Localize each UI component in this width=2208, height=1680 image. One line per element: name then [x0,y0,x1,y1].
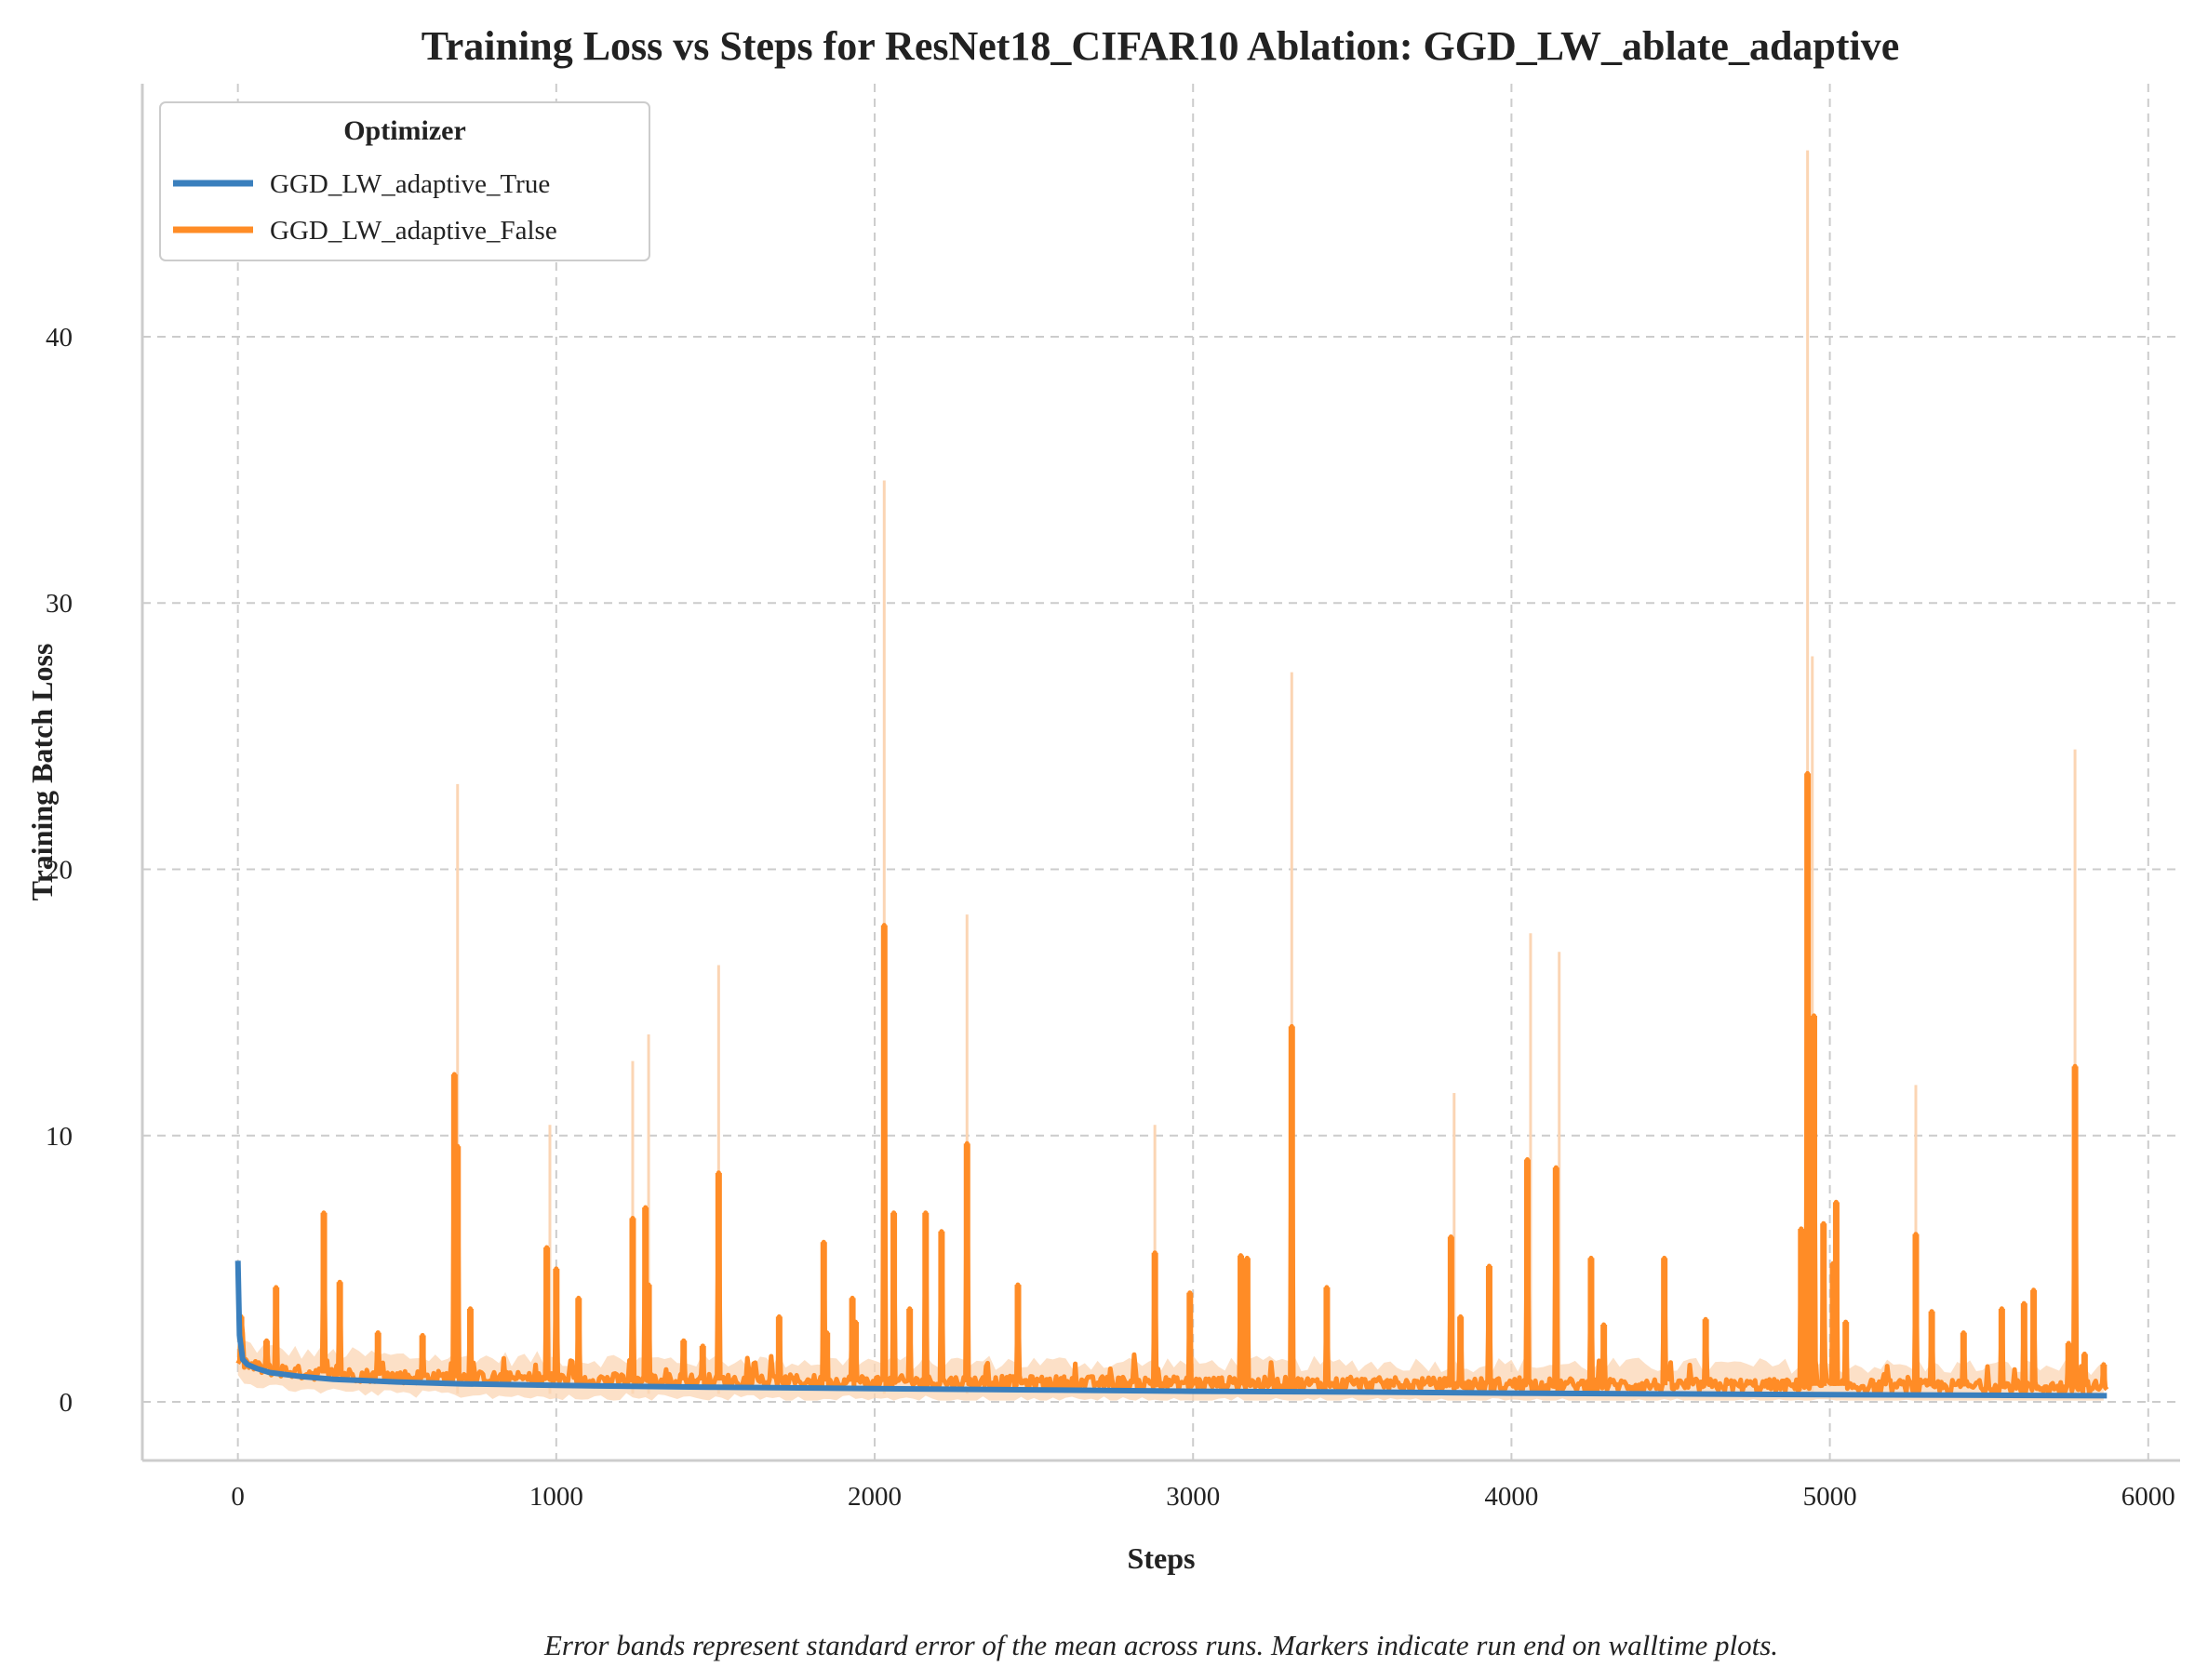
legend-title: Optimizer [343,115,466,146]
x-tick-label: 5000 [1803,1482,1857,1512]
error-bands [237,150,2104,1401]
legend: Optimizer GGD_LW_adaptive_True GGD_LW_ad… [159,101,650,261]
chart-caption: Error bands represent standard error of … [543,1629,1778,1661]
y-gridlines [142,335,2180,1404]
y-axis-label: Training Batch Loss [25,644,59,901]
x-tick-label: 3000 [1166,1482,1220,1512]
legend-label-false: GGD_LW_adaptive_False [270,216,557,246]
series-line-true [234,1260,2108,1399]
legend-box [159,101,650,261]
y-tick-label: 10 [46,1122,73,1152]
x-tick-label: 1000 [529,1482,583,1512]
x-tick-labels: 0 1000 2000 3000 4000 5000 6000 [231,1482,2175,1512]
x-tick-label: 2000 [848,1482,902,1512]
y-tick-label: 20 [46,855,73,885]
y-tick-label: 30 [46,589,73,619]
y-tick-label: 0 [60,1388,74,1418]
x-gridlines [236,84,2149,1460]
series-lines [234,770,2109,1399]
x-tick-label: 4000 [1484,1482,1538,1512]
chart-title: Training Loss vs Steps for ResNet18_CIFA… [422,23,1900,69]
y-tick-labels: 0 10 20 30 40 [46,323,73,1418]
y-tick-label: 40 [46,323,73,353]
x-tick-label: 0 [231,1482,245,1512]
x-axis-label: Steps [1128,1541,1196,1575]
x-tick-label: 6000 [2121,1482,2175,1512]
legend-label-true: GGD_LW_adaptive_True [270,169,550,199]
